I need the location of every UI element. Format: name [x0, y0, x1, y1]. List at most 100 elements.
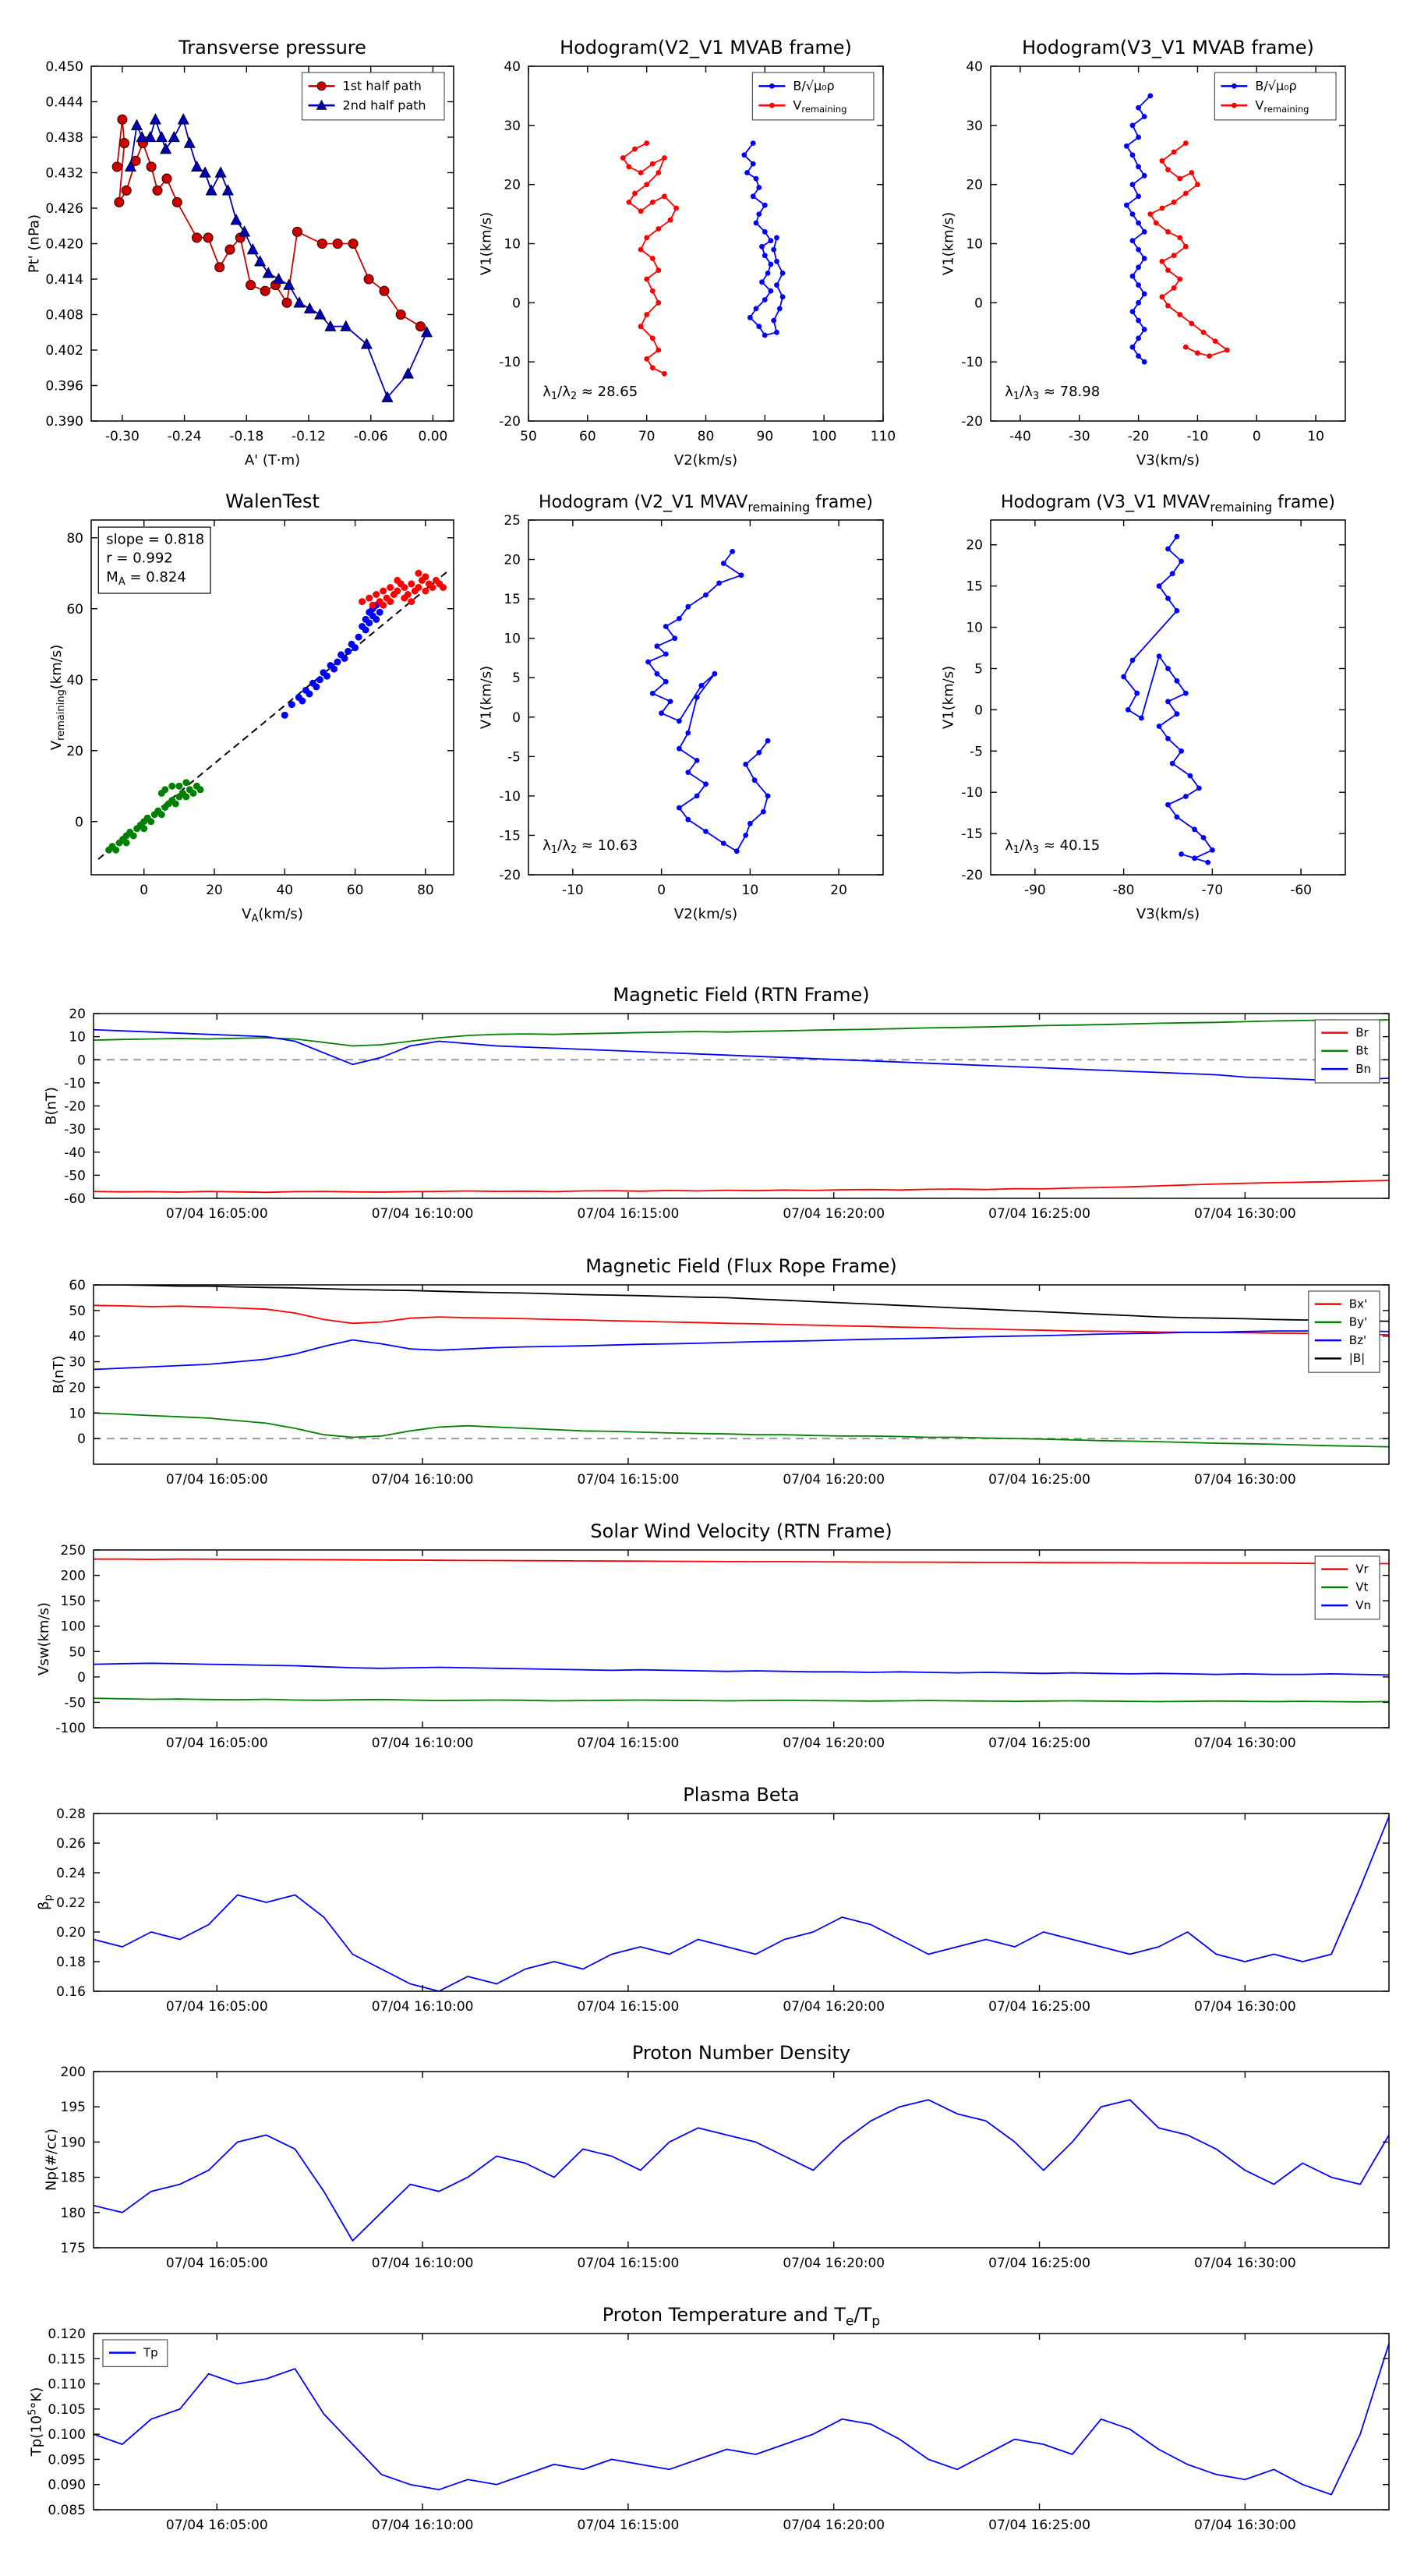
x-tick-label: 60 — [579, 429, 596, 444]
marker-dot — [1165, 801, 1171, 808]
legend-label: Vr — [1355, 1562, 1369, 1576]
annotation-text: λ1/λ2 ≈ 10.63 — [542, 837, 638, 856]
marker-dot — [122, 839, 130, 847]
series-line-Vr — [94, 1558, 1389, 1565]
y-tick-label: -10 — [499, 789, 521, 805]
x-tick-label: 07/04 16:05:00 — [166, 1736, 268, 1751]
x-tick-label: 20 — [206, 883, 223, 898]
marker-dot — [1136, 317, 1141, 324]
marker-dot — [762, 332, 768, 338]
x-tick-label: 80 — [417, 883, 434, 898]
marker-dot — [334, 658, 341, 666]
marker-dot — [366, 619, 373, 627]
marker-dot — [703, 829, 709, 834]
y-tick-label: 0.105 — [48, 2402, 86, 2418]
marker-dot — [1171, 149, 1177, 155]
y-tick-label: 200 — [61, 1569, 86, 1584]
marker-dot — [373, 591, 380, 598]
y-tick-label: 0.20 — [56, 1925, 86, 1941]
marker-dot — [656, 347, 662, 353]
marker-dot — [369, 601, 376, 609]
y-tick-label: 5 — [974, 661, 983, 677]
marker-dot — [1156, 653, 1162, 659]
chart-title: Hodogram(V3_V1 MVAB frame) — [1022, 37, 1314, 58]
series-group — [97, 569, 447, 860]
chart-hodogram-v3v1-mvab: -40 -30 -20 -10 0 10 -20 -10 0 10 20 30 40 Hodogram(V… — [941, 37, 1346, 469]
y-tick-label: 100 — [61, 1619, 86, 1635]
marker-dot — [1165, 267, 1171, 273]
marker-triangle — [124, 160, 137, 172]
marker-dot — [649, 256, 656, 261]
marker-dot — [638, 324, 644, 330]
y-tick-label: 20 — [504, 178, 521, 193]
marker-circle — [117, 114, 128, 125]
marker-dot — [1171, 285, 1177, 291]
marker-dot — [762, 297, 768, 303]
annotation-text: λ1/λ2 ≈ 28.65 — [542, 384, 638, 402]
marker-dot — [1129, 211, 1136, 217]
marker-triangle — [230, 214, 242, 225]
marker-dot — [196, 786, 204, 794]
y-tick-label: 250 — [61, 1543, 86, 1559]
legend-label: B/√μ₀ρ — [793, 79, 834, 94]
marker-dot — [415, 584, 422, 591]
marker-dot — [662, 155, 667, 161]
y-tick-label: 0.438 — [45, 130, 83, 146]
marker-dot — [168, 782, 176, 790]
marker-dot — [1136, 264, 1141, 271]
annotation-text: λ1/λ3 ≈ 40.15 — [1005, 837, 1100, 856]
y-tick-label: 20 — [966, 538, 983, 554]
series-line-Bz' — [94, 1329, 1389, 1371]
x-tick-label: 07/04 16:10:00 — [372, 1472, 474, 1488]
x-tick-label: 07/04 16:20:00 — [783, 1999, 885, 2015]
marker-circle — [203, 232, 214, 243]
x-axis-label: VA(km/s) — [242, 906, 303, 925]
y-tick-label: 150 — [61, 1594, 86, 1609]
marker-dot — [753, 175, 759, 182]
marker-dot — [1141, 114, 1147, 119]
marker-dot — [1165, 736, 1171, 741]
marker-dot — [422, 573, 429, 581]
y-tick-label: 30 — [504, 119, 521, 134]
y-tick-label: 0.402 — [45, 343, 83, 359]
marker-dot — [667, 217, 673, 223]
y-tick-label: 0 — [512, 710, 521, 726]
marker-dot — [663, 624, 669, 629]
chart-title: Proton Number Density — [632, 2042, 850, 2064]
x-tick-label: -0.06 — [354, 429, 388, 444]
y-tick-label: 0.24 — [56, 1866, 86, 1881]
y-tick-label: -20 — [961, 868, 983, 883]
legend-label: Bt — [1355, 1044, 1368, 1058]
marker-dot — [756, 749, 762, 755]
marker-dot — [313, 683, 320, 691]
marker-triangle — [221, 184, 234, 196]
marker-dot — [1182, 190, 1189, 196]
marker-dot — [663, 651, 669, 657]
chart-transverse-pressure: -0.30 -0.24 -0.18 -0.12 -0.06 0.00 0.390 0.396 0… — [27, 37, 454, 469]
x-tick-label: 80 — [698, 429, 715, 444]
marker-dot — [112, 846, 120, 854]
marker-triangle — [360, 338, 373, 349]
y-tick-label: 40 — [66, 673, 83, 688]
marker-dot — [401, 594, 408, 602]
marker-dot — [626, 164, 632, 170]
marker-dot — [1159, 157, 1165, 164]
marker-dot — [644, 182, 650, 188]
marker-dot — [759, 243, 765, 249]
marker-dot — [1182, 140, 1189, 147]
marker-dot — [654, 643, 660, 649]
marker-circle — [146, 161, 157, 172]
series-group — [94, 1285, 1389, 1448]
marker-dot — [632, 146, 638, 152]
marker-dot — [698, 682, 705, 688]
x-tick-label: 07/04 16:25:00 — [988, 1736, 1090, 1751]
y-tick-label: -50 — [64, 1168, 86, 1184]
marker-dot — [750, 193, 756, 200]
marker-dot — [1207, 353, 1212, 359]
marker-dot — [1147, 211, 1154, 217]
marker-dot — [1205, 859, 1211, 865]
series-line-Bn — [94, 1028, 1389, 1081]
marker-dot — [189, 789, 197, 797]
x-tick-label: 07/04 16:30:00 — [1194, 1999, 1296, 2015]
